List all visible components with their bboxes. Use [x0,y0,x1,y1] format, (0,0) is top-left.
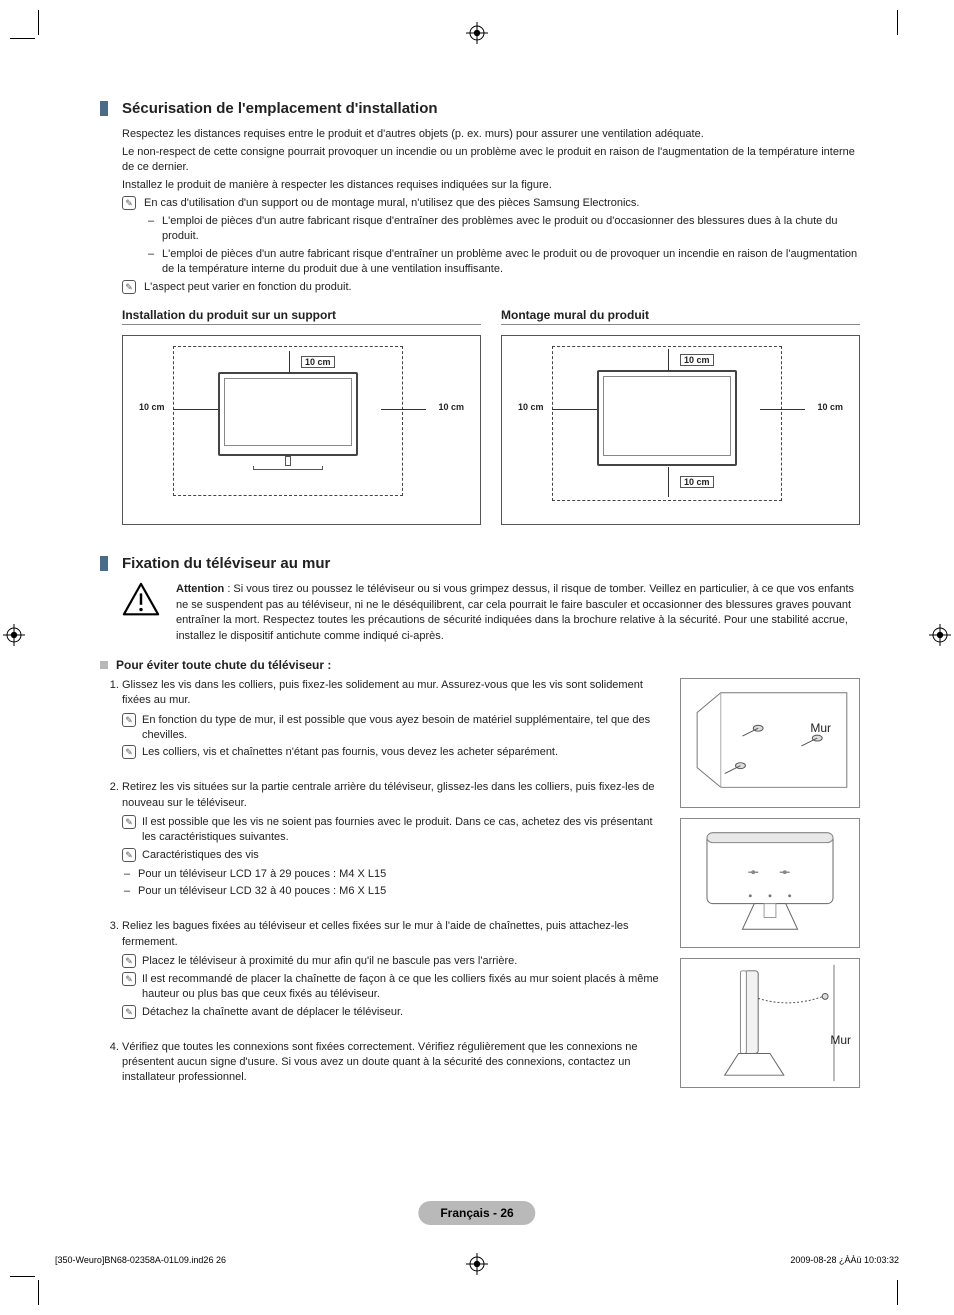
section1-dash2: L'emploi de pièces d'un autre fabricant … [144,247,860,277]
step2-text: Retirez les vis situées sur la partie ce… [122,780,666,811]
section1-p3: Installez le produit de manière à respec… [122,178,860,193]
registration-mark-icon [929,624,951,646]
illus3-mur-label: Mur [830,1033,851,1047]
step1-note2: ✎ Les colliers, vis et chaînettes n'étant… [122,745,666,760]
dim-right-b: 10 cm [815,402,845,412]
step1-note1: ✎ En fonction du type de mur, il est poss… [122,713,666,743]
page-footer-pill: Français - 26 [418,1201,535,1225]
install-wall-title: Montage mural du produit [501,308,860,325]
note-icon: ✎ [122,1005,136,1019]
illus-wall-screws: Mur [680,678,860,808]
note-icon: ✎ [122,815,136,829]
dim-left-b: 10 cm [516,402,546,412]
note-icon: ✎ [122,848,136,862]
install-wall-diagram: 10 cm 10 cm 10 cm 10 cm [501,335,860,525]
dim-bottom-b: 10 cm [680,476,714,488]
step3-note2-text: Il est recommandé de placer la chaînette… [142,973,659,1000]
crop-mark [10,1276,35,1277]
section1-p2: Le non-respect de cette consigne pourrai… [122,145,860,175]
install-stand-title: Installation du produit sur un support [122,308,481,325]
install-wall-col: Montage mural du produit 10 cm 10 cm 10 … [501,308,860,525]
footer-right-text: 2009-08-28 ¿ÀÀü 10:03:32 [790,1255,899,1265]
crop-mark [38,1280,39,1305]
crop-mark [897,10,898,35]
registration-mark-icon [466,1253,488,1275]
step3-text: Reliez les bagues fixées au téléviseur e… [122,919,666,950]
section1-note1: ✎ En cas d'utilisation d'un support ou d… [122,196,860,276]
step1-text: Glissez les vis dans les colliers, puis … [122,678,666,709]
section1-p1: Respectez les distances requises entre l… [122,127,860,142]
step3-note1-text: Placez le téléviseur à proximité du mur … [142,955,517,967]
warning-icon [122,582,160,618]
install-stand-diagram: 10 cm 10 cm 10 cm [122,335,481,525]
dim-left-a: 10 cm [137,402,167,412]
note-icon: ✎ [122,954,136,968]
square-bullet-icon [100,661,108,669]
registration-mark-icon [3,624,25,646]
step2-dash1: Pour un téléviseur LCD 17 à 29 pouces : … [122,867,666,882]
note-icon: ✎ [122,972,136,986]
illustration-column: Mur [680,678,860,1106]
crop-mark [38,10,39,35]
step2-note1: ✎ Il est possible que les vis ne soient p… [122,815,666,845]
footer-left-text: [350-Weuro]BN68-02358A-01L09.ind26 26 [55,1255,226,1265]
section1-title: Sécurisation de l'emplacement d'installa… [100,100,860,117]
illus-side-chain: Mur [680,958,860,1088]
step-2: Retirez les vis situées sur la partie ce… [122,780,666,899]
note-icon: ✎ [122,713,136,727]
step3-note1: ✎ Placez le téléviseur à proximité du mur… [122,954,666,969]
step2-note2: ✎ Caractéristiques des vis [122,848,666,863]
step-4: Vérifiez que toutes les connexions sont … [122,1040,666,1086]
section2-title: Fixation du téléviseur au mur [100,555,860,572]
step3-note3-text: Détachez la chaînette avant de déplacer … [142,1006,403,1018]
step2-dash2: Pour un téléviseur LCD 32 à 40 pouces : … [122,884,666,899]
illus1-mur-label: Mur [810,721,831,735]
step2-note2-text: Caractéristiques des vis [142,849,259,861]
dim-top-a: 10 cm [301,356,335,368]
section2-subhead: Pour éviter toute chute du téléviseur : [116,658,331,672]
step4-text: Vérifiez que toutes les connexions sont … [122,1040,666,1086]
registration-mark-icon [466,22,488,44]
note-icon: ✎ [122,196,136,210]
section1-note2-text: L'aspect peut varier en fonction du prod… [144,281,352,293]
step-1: Glissez les vis dans les colliers, puis … [122,678,666,760]
crop-mark [10,38,35,39]
attention-body: : Si vous tirez ou poussez le téléviseur… [176,583,854,641]
install-stand-col: Installation du produit sur un support [122,308,481,525]
section1-note2: ✎ L'aspect peut varier en fonction du pr… [122,280,860,295]
section1-dash1: L'emploi de pièces d'un autre fabricant … [144,214,860,244]
attention-label: Attention [176,583,224,595]
attention-text: Attention : Si vous tirez ou poussez le … [176,582,860,644]
illus-tv-rear [680,818,860,948]
subhead-row: Pour éviter toute chute du téléviseur : [100,658,860,672]
steps-column: Glissez les vis dans les colliers, puis … [100,678,666,1106]
note-icon: ✎ [122,280,136,294]
step2-note1-text: Il est possible que les vis ne soient pa… [142,816,653,843]
step3-note2: ✎ Il est recommandé de placer la chaînett… [122,972,666,1002]
step1-note1-text: En fonction du type de mur, il est possi… [142,714,650,741]
step-3: Reliez les bagues fixées au téléviseur e… [122,919,666,1019]
step1-note2-text: Les colliers, vis et chaînettes n'étant … [142,746,558,758]
step3-note3: ✎ Détachez la chaînette avant de déplacer… [122,1005,666,1020]
note-icon: ✎ [122,745,136,759]
page-content: Sécurisation de l'emplacement d'installa… [100,100,860,1106]
section1-note1-text: En cas d'utilisation d'un support ou de … [144,197,639,209]
dim-top-b: 10 cm [680,354,714,366]
dim-right-a: 10 cm [436,402,466,412]
crop-mark [897,1280,898,1305]
attention-block: Attention : Si vous tirez ou poussez le … [122,582,860,644]
install-diagrams-row: Installation du produit sur un support [122,308,860,525]
